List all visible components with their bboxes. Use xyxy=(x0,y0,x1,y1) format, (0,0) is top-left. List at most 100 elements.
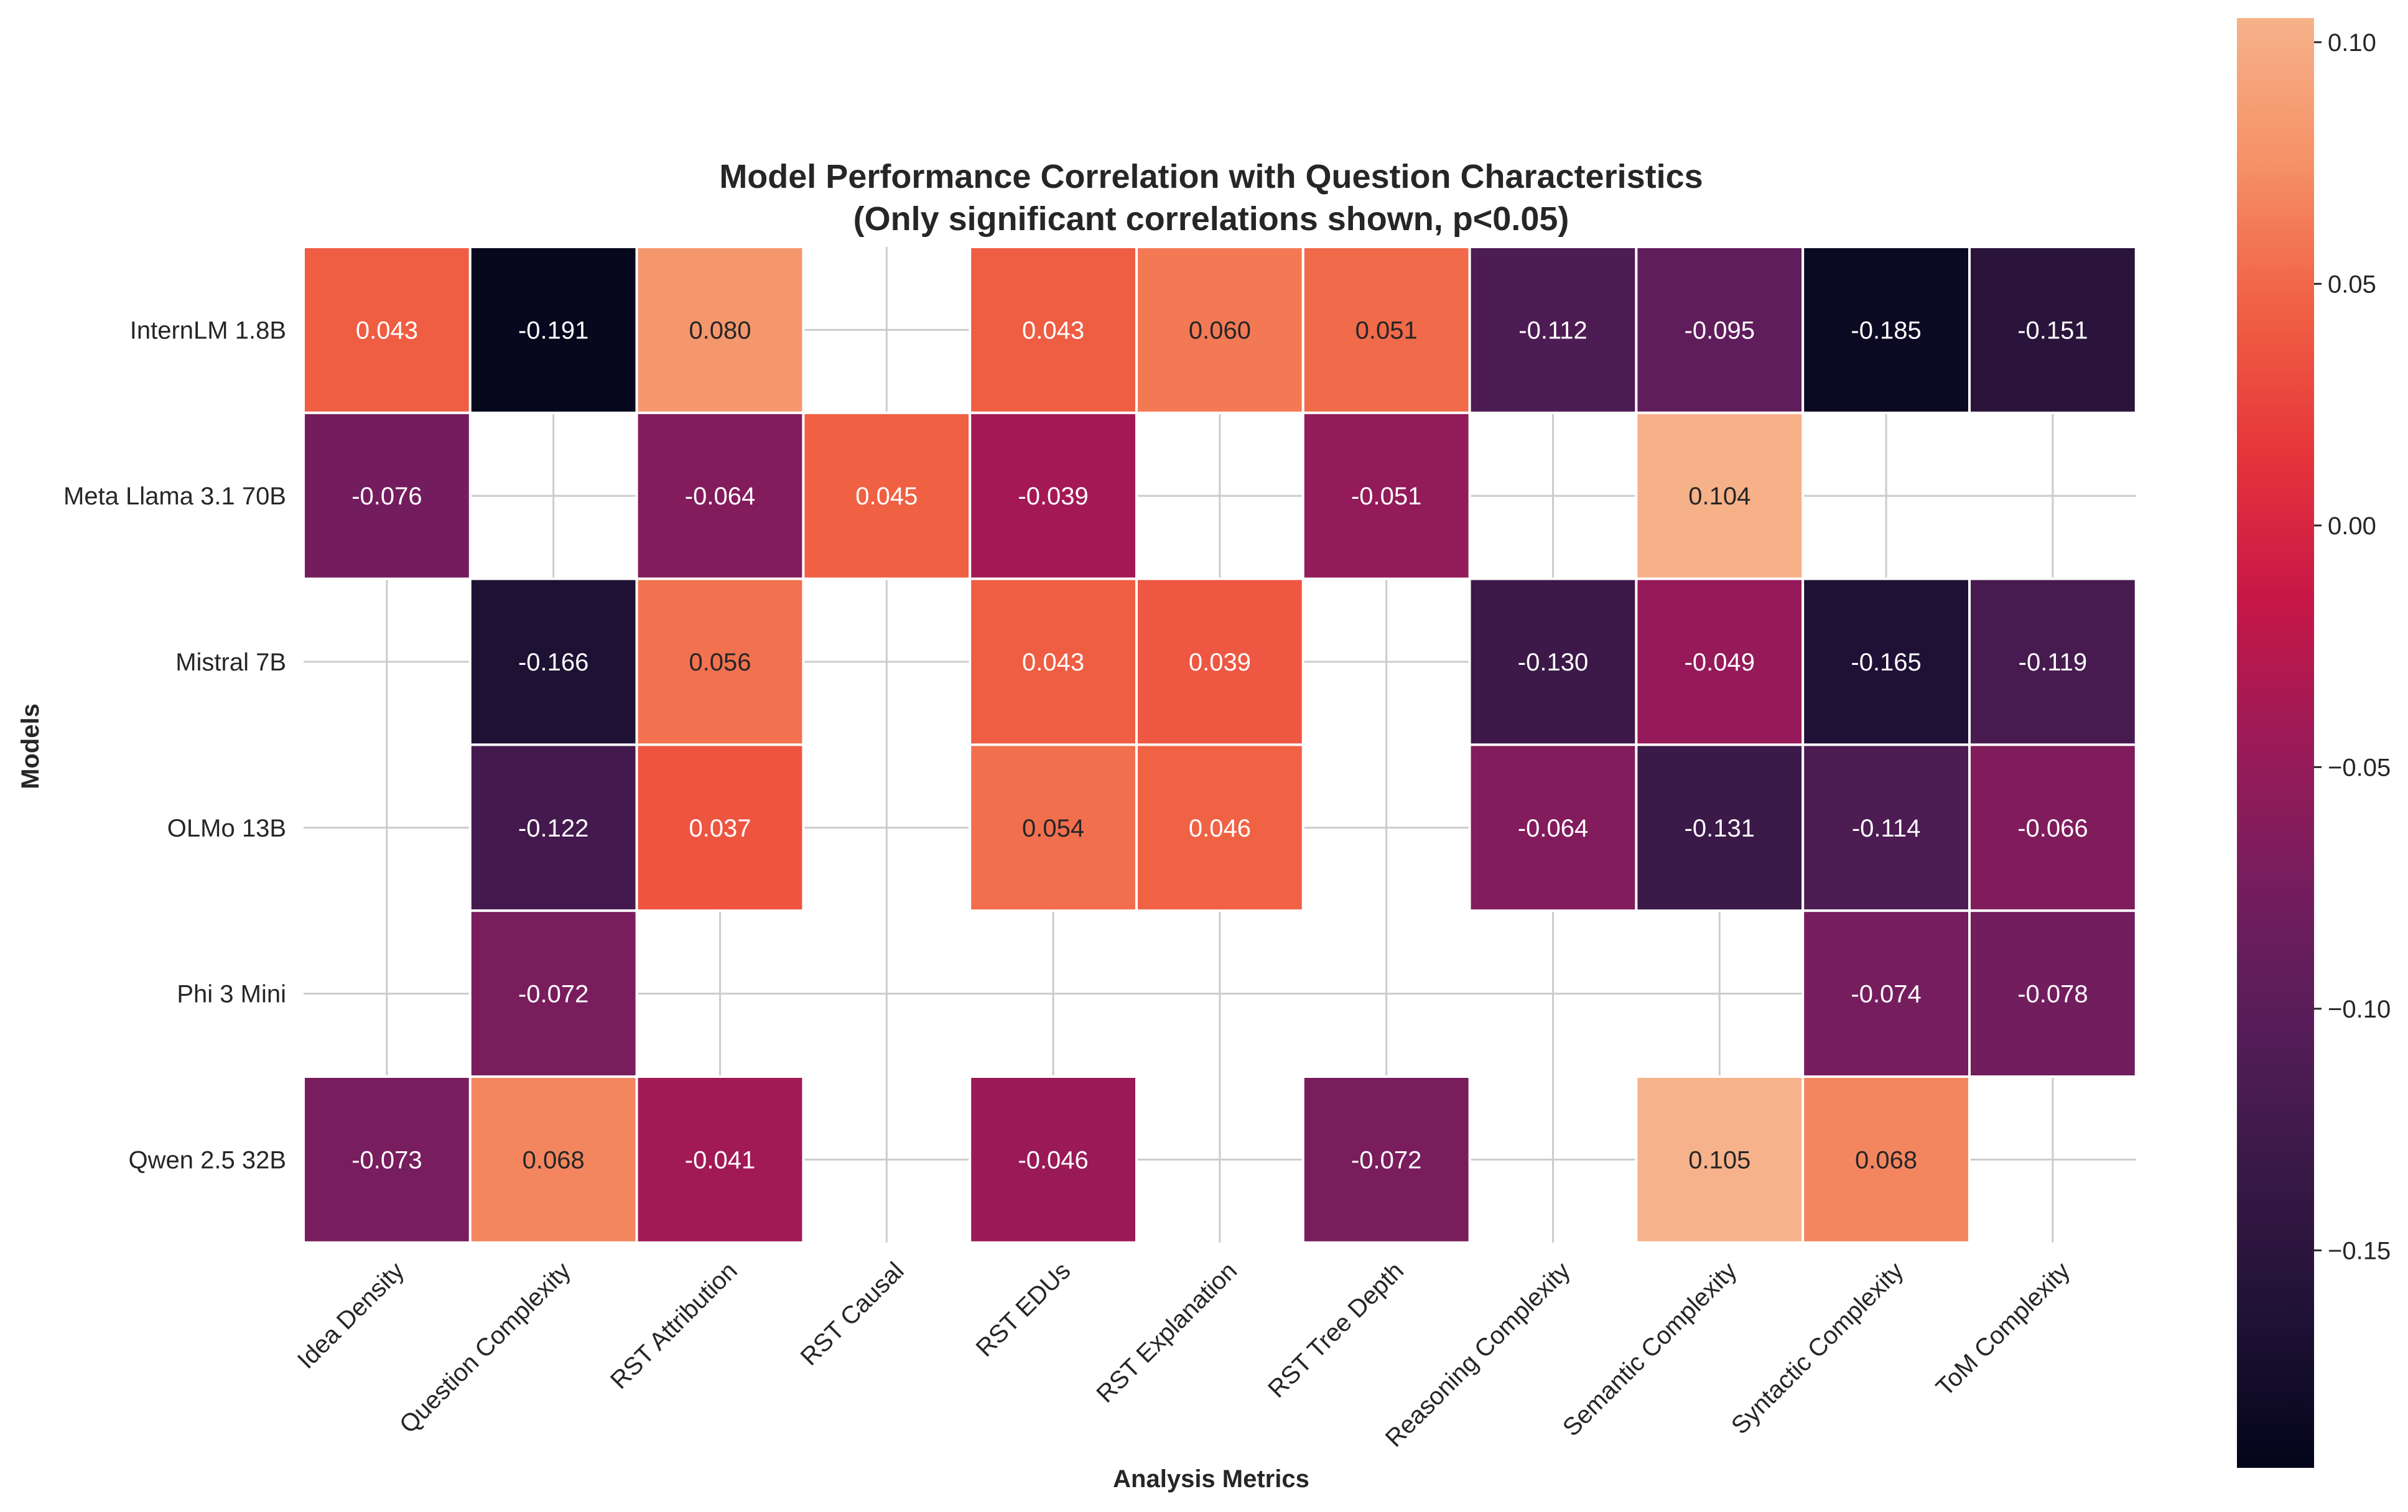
y-tick-label: OLMo 13B xyxy=(167,815,286,842)
cell-value-label: 0.056 xyxy=(689,649,751,676)
colorbar-tick-label: 0.00 xyxy=(2328,513,2376,540)
cell-value-label: -0.151 xyxy=(2017,317,2088,344)
cell-value-label: -0.073 xyxy=(351,1146,422,1174)
cell-value-label: -0.051 xyxy=(1351,483,1421,510)
y-tick-label: Meta Llama 3.1 70B xyxy=(63,483,286,510)
heatmap-cell xyxy=(1635,411,1805,580)
y-tick-label: Qwen 2.5 32B xyxy=(129,1146,287,1174)
x-tick-label: Semantic Complexity xyxy=(1558,1257,1742,1442)
heatmap-cell xyxy=(1135,577,1304,746)
heatmap-cell xyxy=(1968,577,2137,746)
cell-value-label: -0.041 xyxy=(685,1146,755,1174)
x-tick-label: Idea Density xyxy=(292,1257,409,1374)
heatmap-cell xyxy=(1135,743,1304,912)
heatmap-cell xyxy=(1468,743,1638,912)
heatmap-cell xyxy=(1468,577,1638,746)
heatmap-cell xyxy=(302,411,472,580)
cell-value-label: -0.165 xyxy=(1851,649,1921,676)
heatmap-cell xyxy=(1301,246,1471,414)
heatmap-cell xyxy=(635,1075,805,1244)
cell-value-label: 0.054 xyxy=(1022,815,1084,842)
cell-value-label: -0.078 xyxy=(2017,981,2088,1008)
heatmap-cell xyxy=(1301,411,1471,580)
cell-value-label: -0.072 xyxy=(1351,1146,1421,1174)
cell-value-label: -0.112 xyxy=(1518,317,1587,344)
cell-value-label: -0.072 xyxy=(518,981,588,1008)
heatmap-cell xyxy=(1801,246,1971,414)
chart-subtitle: (Only significant correlations shown, p<… xyxy=(853,200,1569,238)
cell-value-label: 0.105 xyxy=(1688,1146,1750,1174)
y-tick-label: Mistral 7B xyxy=(175,649,286,676)
cell-value-label: -0.049 xyxy=(1685,649,1755,676)
cell-value-label: 0.043 xyxy=(356,317,418,344)
cell-value-label: -0.076 xyxy=(351,483,422,510)
x-axis-label: Analysis Metrics xyxy=(1113,1465,1309,1493)
x-tick-label: Reasoning Complexity xyxy=(1380,1257,1576,1452)
cell-value-label: -0.074 xyxy=(1851,981,1921,1008)
heatmap-cell xyxy=(1968,909,2137,1078)
x-tick-label: Question Complexity xyxy=(394,1257,576,1439)
heatmap-cell xyxy=(1635,246,1805,414)
cell-value-label: -0.064 xyxy=(1518,815,1588,842)
cell-value-label: -0.066 xyxy=(2017,815,2088,842)
chart-title: Model Performance Correlation with Quest… xyxy=(719,158,1703,195)
cell-value-label: 0.068 xyxy=(523,1146,585,1174)
cell-value-label: -0.191 xyxy=(518,317,588,344)
heatmap-cells xyxy=(302,246,2137,1244)
heatmap-cell xyxy=(969,743,1138,912)
cell-value-label: -0.166 xyxy=(518,649,588,676)
colorbar: 0.10 0.05 0.00 −0.05 −0.10 −0.15 xyxy=(2237,18,2391,1468)
heatmap-cell xyxy=(635,743,805,912)
heatmap-cell xyxy=(635,246,805,414)
cell-value-label: 0.037 xyxy=(689,815,751,842)
colorbar-gradient xyxy=(2237,18,2314,1468)
heatmap-cell xyxy=(468,743,638,912)
colorbar-tick-label: 0.05 xyxy=(2328,271,2376,298)
heatmap-cell xyxy=(1635,577,1805,746)
heatmap-cell xyxy=(1801,743,1971,912)
heatmap-cell xyxy=(1968,246,2137,414)
colorbar-tick-label: 0.10 xyxy=(2328,29,2376,57)
x-tick-label: Syntactic Complexity xyxy=(1726,1257,1909,1440)
heatmap-cell xyxy=(302,246,472,414)
y-tick-label: Phi 3 Mini xyxy=(177,981,286,1008)
heatmap-cell xyxy=(969,577,1138,746)
heatmap-cell xyxy=(1968,743,2137,912)
heatmap-cell xyxy=(969,1075,1138,1244)
cell-value-label: -0.131 xyxy=(1685,815,1755,842)
cell-value-label: -0.039 xyxy=(1018,483,1088,510)
cell-value-label: -0.046 xyxy=(1018,1146,1088,1174)
heatmap-cell xyxy=(302,1075,472,1244)
cell-value-label: -0.130 xyxy=(1518,649,1588,676)
heatmap-cell xyxy=(468,577,638,746)
cell-value-label: -0.185 xyxy=(1851,317,1921,344)
colorbar-tick-label: −0.10 xyxy=(2328,996,2391,1023)
heatmap-cell xyxy=(468,1075,638,1244)
cell-value-label: 0.043 xyxy=(1022,317,1084,344)
heatmap-cell xyxy=(1801,577,1971,746)
heatmap-cell xyxy=(1635,1075,1805,1244)
heatmap-cell xyxy=(1468,246,1638,414)
y-tick-labels: InternLM 1.8B Meta Llama 3.1 70B Mistral 7… xyxy=(63,317,286,1174)
colorbar-tick-label: −0.15 xyxy=(2328,1237,2391,1264)
cell-value-label: 0.080 xyxy=(689,317,751,344)
heatmap-cell xyxy=(1301,1075,1471,1244)
heatmap-cell xyxy=(969,411,1138,580)
cell-value-label: 0.068 xyxy=(1855,1146,1917,1174)
heatmap-cell xyxy=(1801,909,1971,1078)
x-tick-label: RST Tree Depth xyxy=(1263,1257,1409,1403)
x-tick-label: ToM Complexity xyxy=(1931,1257,2075,1401)
cell-value-label: -0.119 xyxy=(2019,649,2087,676)
y-axis-label: Models xyxy=(17,703,44,789)
cell-value-label: -0.064 xyxy=(685,483,755,510)
cell-value-label: 0.045 xyxy=(855,483,918,510)
x-tick-label: RST EDUs xyxy=(971,1257,1076,1362)
cell-value-label: 0.046 xyxy=(1189,815,1251,842)
cell-value-label: 0.051 xyxy=(1355,317,1418,344)
x-tick-label: RST Causal xyxy=(796,1257,909,1371)
heatmap-value-labels: 0.043 -0.191 0.080 0.043 0.060 0.051 -0.112 -0.… xyxy=(351,317,2088,1174)
colorbar-tick-label: −0.05 xyxy=(2328,754,2391,781)
cell-value-label: 0.043 xyxy=(1022,649,1084,676)
